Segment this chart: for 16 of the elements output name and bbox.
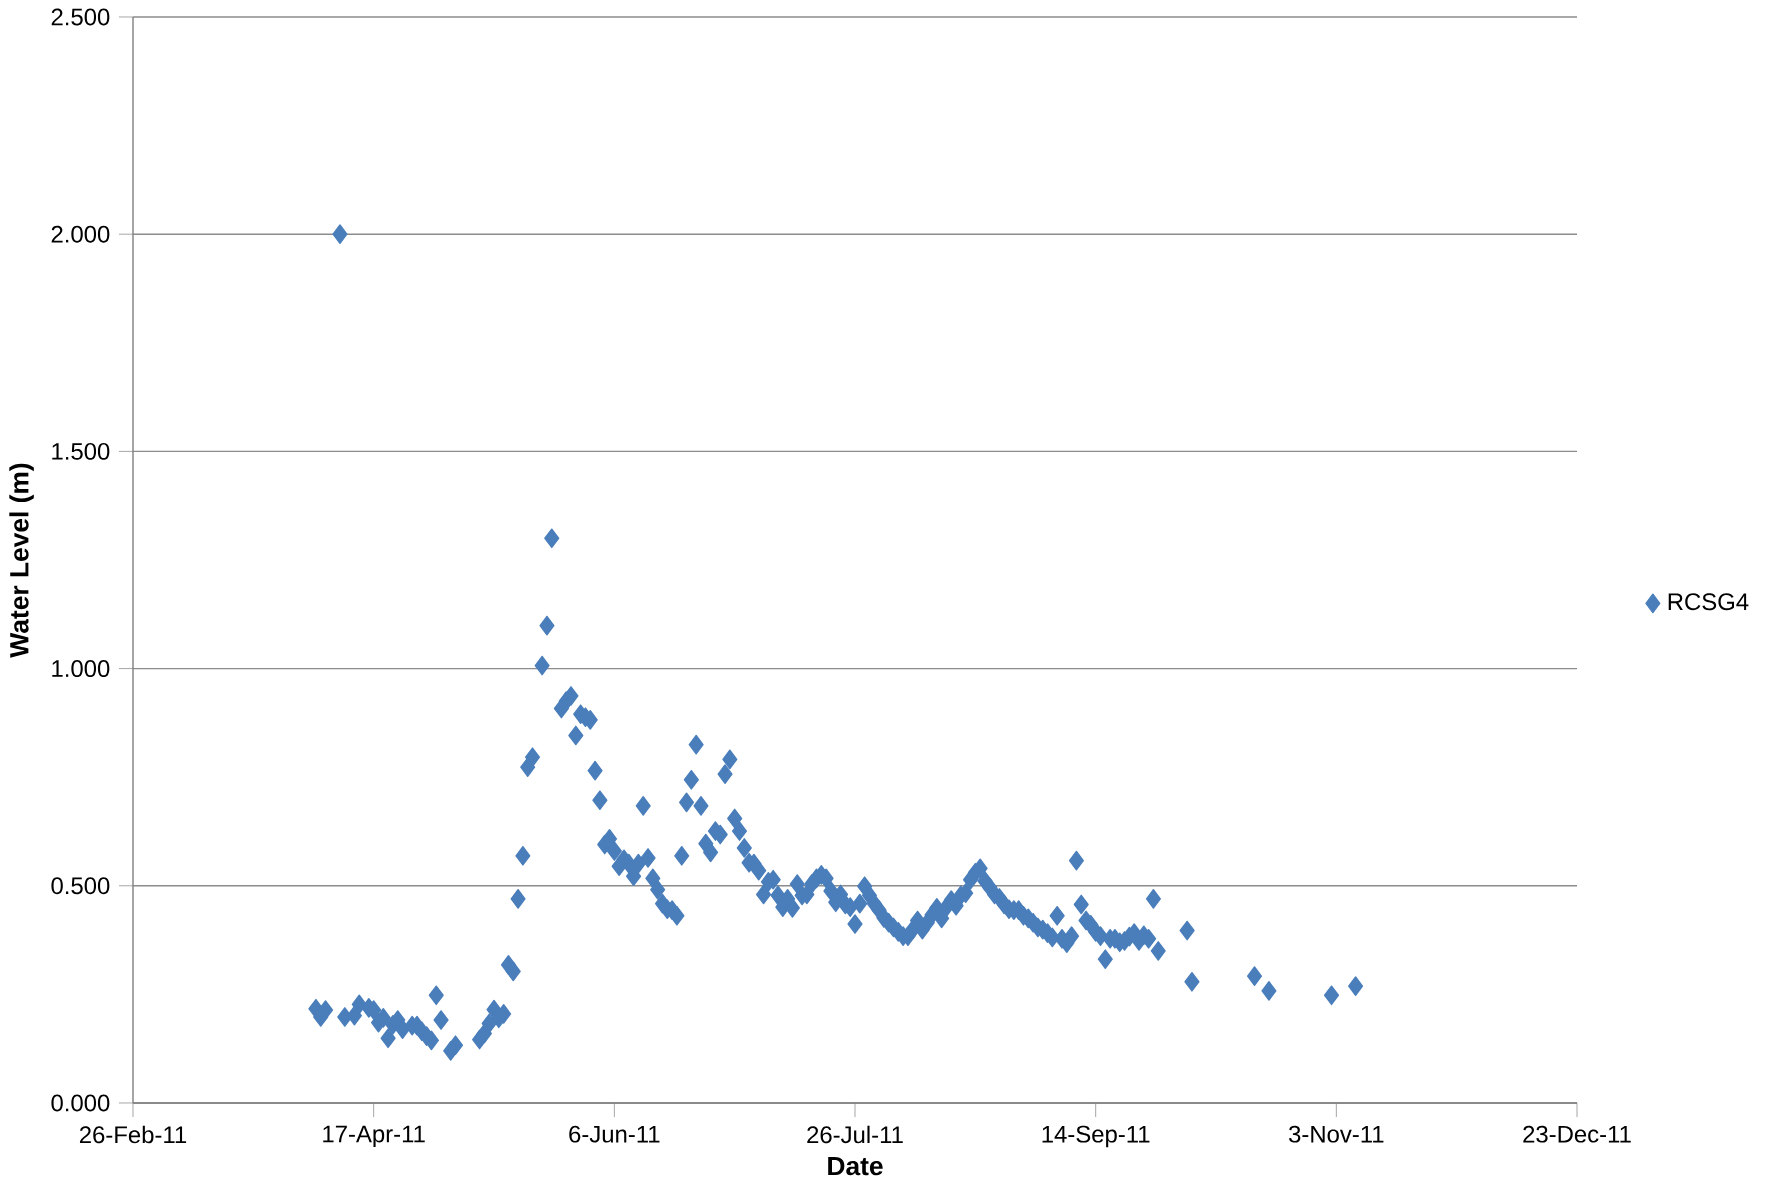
x-tick-label: 3-Nov-11 bbox=[1289, 1125, 1384, 1143]
legend-label: RCSG4 bbox=[1668, 593, 1749, 611]
x-tick-label: 14-Sep-11 bbox=[1042, 1125, 1150, 1148]
y-tick-label: 1.500 bbox=[52, 442, 110, 460]
y-tick-label: 0.000 bbox=[51, 1094, 110, 1112]
y-tick-label: 2.500 bbox=[51, 8, 110, 26]
y-tick-label: 2.000 bbox=[51, 225, 110, 243]
y-tick-label: 0.500 bbox=[51, 877, 110, 895]
x-axis-title: Date bbox=[828, 1156, 883, 1176]
x-tick-label: 17-Apr-11 bbox=[323, 1125, 425, 1148]
x-tick-label: 26-Jul-11 bbox=[807, 1125, 903, 1144]
x-tick-label: 6-Jun-11 bbox=[569, 1125, 660, 1143]
y-tick-label: 1.000 bbox=[52, 660, 110, 678]
x-tick-label: 23-Dec-11 bbox=[1523, 1125, 1631, 1143]
x-tick-label: 26-Feb-11 bbox=[79, 1125, 187, 1144]
y-axis-title: Water Level (m) bbox=[9, 463, 34, 658]
